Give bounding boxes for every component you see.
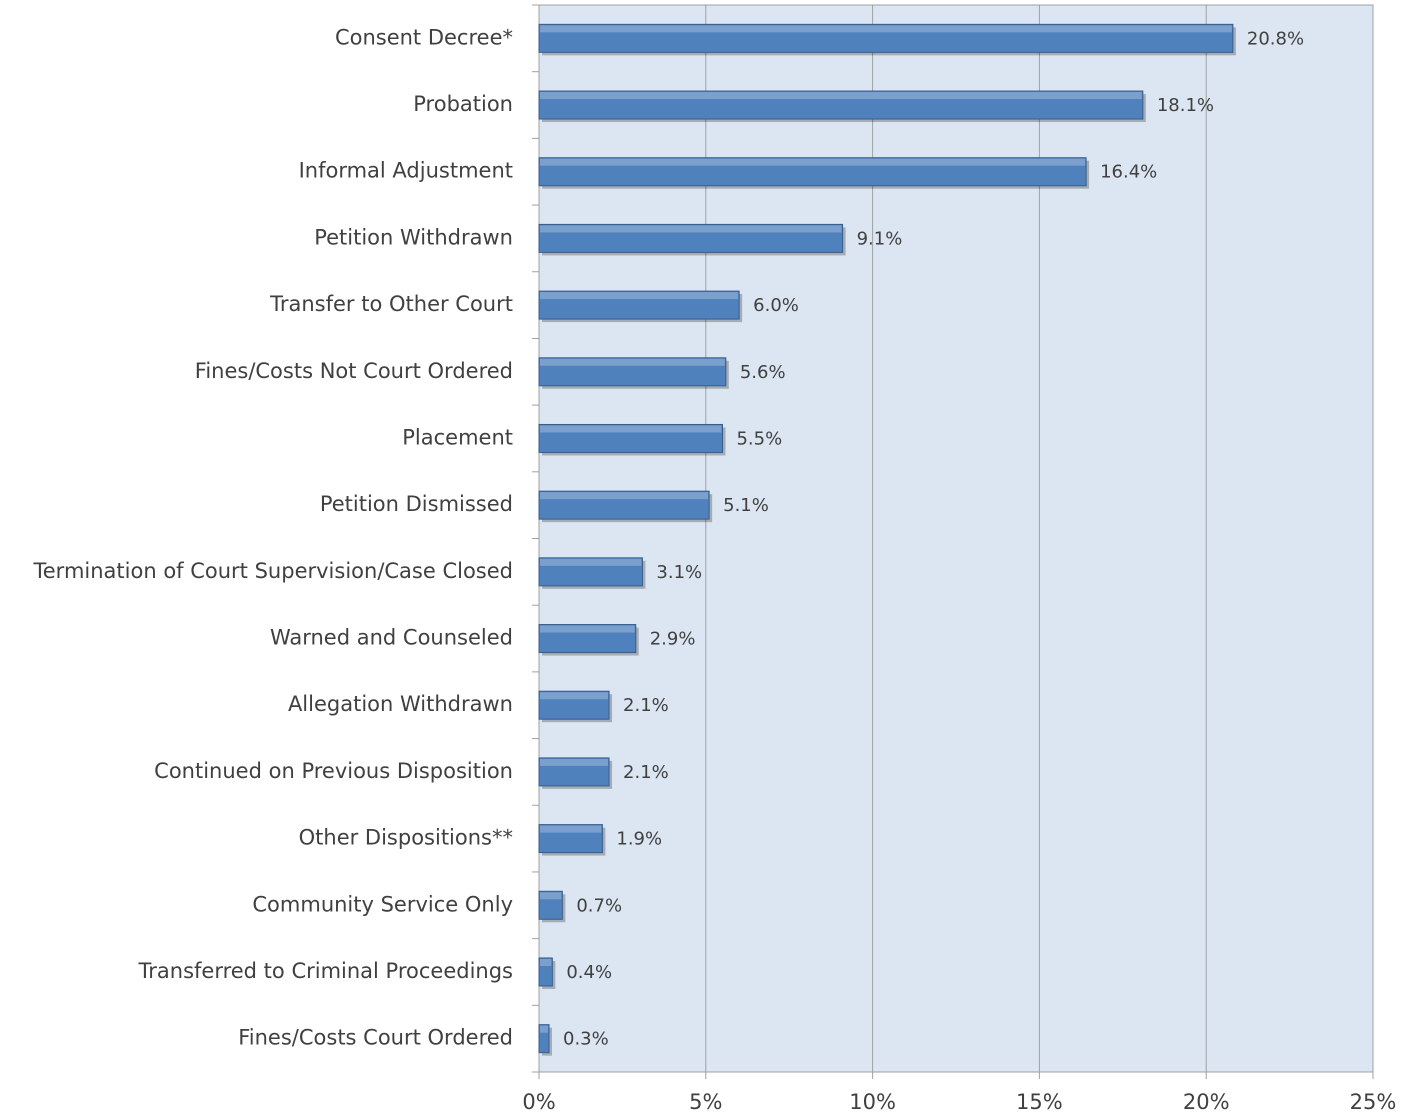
bar-highlight	[540, 558, 642, 566]
bar-highlight	[540, 1025, 549, 1033]
y-tick-label: Petition Withdrawn	[314, 225, 513, 249]
value-label: 2.1%	[623, 695, 669, 716]
bar-highlight	[540, 492, 709, 500]
bar	[538, 490, 710, 520]
bar	[538, 1024, 550, 1054]
x-tick-label: 10%	[849, 1090, 896, 1114]
bar-highlight	[540, 425, 722, 433]
y-tick-label: Other Dispositions**	[299, 826, 513, 850]
bar	[538, 90, 1144, 120]
value-label: 5.5%	[736, 428, 782, 449]
bar-highlight	[540, 892, 562, 900]
value-label: 9.1%	[857, 228, 903, 249]
bar-highlight	[540, 292, 739, 300]
bar	[538, 423, 723, 453]
bar	[538, 557, 643, 587]
bar	[538, 824, 603, 854]
value-label: 0.3%	[563, 1029, 609, 1050]
y-tick-label: Transferred to Criminal Proceedings	[138, 959, 513, 983]
y-tick-label: Transfer to Other Court	[269, 292, 513, 316]
bar	[538, 357, 727, 387]
y-tick-label: Probation	[413, 92, 513, 116]
y-tick-label: Petition Dismissed	[320, 492, 513, 516]
y-tick-label: Community Service Only	[252, 892, 513, 916]
value-label: 0.7%	[576, 895, 622, 916]
y-tick-label: Fines/Costs Not Court Ordered	[195, 359, 513, 383]
x-tick-label: 0%	[522, 1090, 555, 1114]
bar-highlight	[540, 158, 1086, 166]
bar	[538, 223, 844, 253]
value-label: 20.8%	[1247, 28, 1304, 49]
value-label: 2.1%	[623, 762, 669, 783]
bar-highlight	[540, 825, 602, 833]
bar	[538, 690, 610, 720]
bar-highlight	[540, 25, 1232, 33]
y-tick-label: Allegation Withdrawn	[288, 692, 513, 716]
y-tick-label: Informal Adjustment	[299, 159, 513, 183]
value-label: 2.9%	[650, 629, 696, 650]
bar-highlight	[540, 692, 609, 700]
y-tick-label: Placement	[402, 425, 513, 449]
y-tick-label: Warned and Counseled	[270, 626, 513, 650]
bar	[538, 290, 740, 320]
bar-highlight	[540, 225, 842, 233]
value-label: 5.6%	[740, 362, 786, 383]
bar	[538, 957, 553, 987]
bar	[538, 890, 563, 920]
y-tick-label: Consent Decree*	[335, 25, 513, 49]
value-label: 0.4%	[566, 962, 612, 983]
bar	[538, 23, 1234, 53]
value-label: 6.0%	[753, 295, 799, 316]
bar	[538, 757, 610, 787]
x-tick-label: 5%	[689, 1090, 722, 1114]
bar-highlight	[540, 625, 635, 633]
value-label: 5.1%	[723, 495, 769, 516]
bar-highlight	[540, 958, 552, 966]
y-tick-label: Fines/Costs Court Ordered	[238, 1026, 513, 1050]
bar	[538, 157, 1087, 187]
y-tick-label: Termination of Court Supervision/Case Cl…	[33, 559, 514, 583]
x-tick-label: 25%	[1350, 1090, 1397, 1114]
x-tick-label: 15%	[1016, 1090, 1063, 1114]
bar-highlight	[540, 92, 1142, 100]
x-tick-label: 20%	[1183, 1090, 1230, 1114]
value-label: 16.4%	[1100, 162, 1157, 183]
value-label: 1.9%	[616, 829, 662, 850]
bar-highlight	[540, 758, 609, 766]
value-label: 18.1%	[1157, 95, 1214, 116]
y-tick-label: Continued on Previous Disposition	[154, 759, 513, 783]
value-label: 3.1%	[656, 562, 702, 583]
bar-highlight	[540, 358, 725, 366]
bar	[538, 624, 637, 654]
